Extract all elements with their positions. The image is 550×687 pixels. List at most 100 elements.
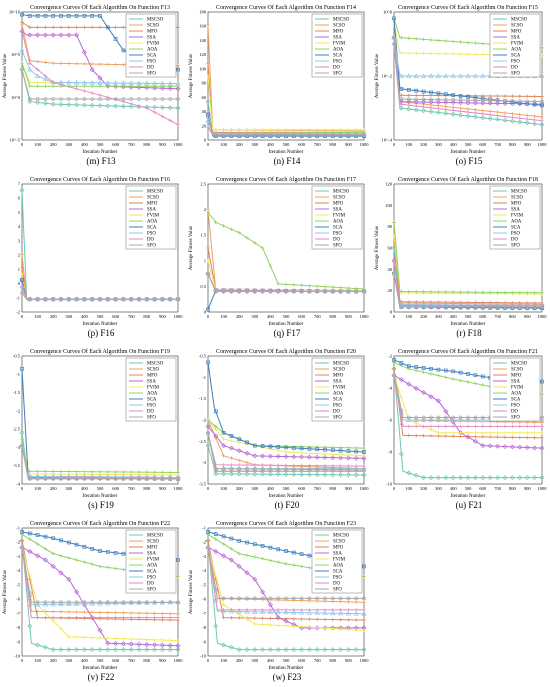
legend-label: DO [511, 238, 518, 243]
data-point [176, 122, 180, 127]
data-point [322, 454, 328, 460]
data-point [260, 647, 266, 653]
data-point [323, 133, 327, 137]
data-point [435, 417, 442, 422]
data-point [540, 436, 544, 440]
data-point [488, 305, 493, 309]
data-point [466, 52, 470, 56]
data-point [451, 434, 455, 439]
legend-label: DO [333, 66, 340, 71]
legend-label: PSO [511, 404, 520, 409]
y-axis-label: Average Fitness Value [189, 53, 194, 98]
data-point [429, 424, 433, 429]
data-point [213, 623, 219, 629]
x-tick-label: 100 [220, 314, 228, 319]
data-point [221, 133, 226, 137]
data-point [42, 644, 48, 650]
data-point [346, 596, 351, 601]
legend-label: DO [147, 582, 154, 587]
x-tick-label: 100 [405, 314, 413, 319]
data-point [221, 437, 226, 441]
data-point [315, 445, 319, 449]
data-point [90, 297, 95, 302]
data-point [540, 305, 544, 309]
y-tick-label: 1 [204, 258, 206, 263]
data-point [458, 40, 463, 44]
data-point [43, 611, 48, 615]
data-point [443, 73, 449, 78]
legend-label: DO [333, 582, 340, 587]
data-point [510, 424, 515, 429]
data-point [346, 133, 351, 137]
y-axis-label: Average Fitness Value [189, 569, 194, 614]
data-point [480, 374, 485, 379]
data-point [362, 464, 366, 468]
data-point [35, 25, 40, 30]
data-point [145, 637, 149, 642]
data-point [362, 608, 366, 612]
chart-panel: Convergence Curves Of Each Algorithm On … [3, 4, 183, 166]
data-point [237, 538, 242, 543]
data-point [221, 443, 227, 449]
data-point [450, 475, 456, 481]
data-point [443, 99, 449, 105]
data-point [206, 529, 210, 534]
data-point [480, 96, 485, 101]
legend-label: SFO [333, 416, 342, 421]
data-point [152, 477, 157, 481]
x-tick-label: 400 [267, 486, 275, 491]
x-tick-label: 1000 [174, 314, 184, 319]
data-point [307, 289, 312, 294]
data-point [245, 596, 249, 601]
data-point [27, 477, 32, 481]
data-point [532, 121, 538, 127]
y-tick-label: -3.5 [199, 482, 207, 487]
series-line-do [207, 547, 364, 611]
data-point [306, 610, 313, 615]
data-point [495, 305, 500, 309]
data-point [66, 297, 71, 302]
legend-label: SCA [147, 398, 157, 403]
legend-label: SFO [147, 244, 156, 249]
panel-caption: (m) F13 [86, 156, 116, 166]
data-point [466, 40, 470, 45]
data-point [105, 477, 110, 481]
x-tick-label: 500 [97, 658, 105, 663]
data-point [90, 477, 95, 481]
data-point [466, 98, 470, 103]
data-point [362, 289, 366, 294]
data-point [221, 608, 226, 612]
data-point [284, 463, 288, 468]
legend-label: FVIM [147, 558, 160, 563]
data-point [168, 638, 172, 643]
data-point [466, 305, 470, 309]
x-tick-label: 600 [112, 658, 120, 663]
data-point [518, 435, 522, 440]
data-point [213, 588, 218, 592]
data-point [331, 452, 335, 457]
y-tick-label: -4 [16, 568, 20, 573]
x-tick-label: 100 [405, 486, 413, 491]
data-point [237, 458, 241, 463]
x-tick-label: 700 [494, 314, 502, 319]
x-tick-label: 200 [420, 142, 428, 147]
data-point [145, 615, 149, 620]
data-point [167, 80, 173, 86]
data-point [392, 357, 396, 362]
data-point [353, 610, 359, 616]
x-tick-label: 900 [345, 314, 353, 319]
legend-label: SSA [147, 36, 156, 41]
x-tick-label: 0 [21, 142, 24, 147]
panel-caption: (p) F16 [88, 328, 115, 338]
data-point [480, 98, 485, 103]
data-point [82, 610, 87, 614]
x-tick-label: 900 [159, 486, 167, 491]
data-point [444, 424, 448, 429]
legend-label: SCA [147, 54, 157, 59]
data-point [20, 12, 24, 17]
data-point [539, 73, 545, 78]
data-point [407, 51, 411, 55]
data-point [510, 290, 515, 295]
data-point [144, 85, 150, 91]
data-point [90, 610, 94, 615]
